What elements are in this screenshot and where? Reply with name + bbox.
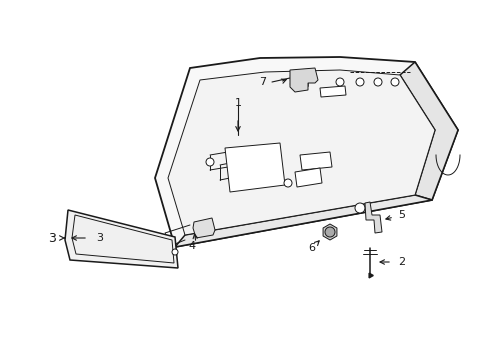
- Polygon shape: [193, 218, 215, 238]
- Text: 3: 3: [96, 233, 103, 243]
- Circle shape: [172, 249, 178, 255]
- Circle shape: [284, 179, 291, 187]
- Polygon shape: [224, 143, 285, 192]
- Polygon shape: [168, 70, 434, 235]
- Text: 2: 2: [397, 257, 404, 267]
- Polygon shape: [289, 68, 317, 92]
- Circle shape: [354, 203, 364, 213]
- Polygon shape: [399, 62, 457, 200]
- Circle shape: [205, 158, 214, 166]
- Text: 3: 3: [48, 231, 56, 244]
- Text: 1: 1: [234, 98, 241, 108]
- Polygon shape: [175, 195, 431, 247]
- Polygon shape: [299, 152, 331, 170]
- Circle shape: [373, 78, 381, 86]
- Circle shape: [325, 227, 334, 237]
- Circle shape: [390, 78, 398, 86]
- Polygon shape: [72, 215, 174, 263]
- Polygon shape: [155, 57, 457, 247]
- Circle shape: [355, 78, 363, 86]
- Text: 5: 5: [397, 210, 404, 220]
- Polygon shape: [323, 224, 336, 240]
- Polygon shape: [364, 202, 381, 233]
- Text: 4: 4: [187, 241, 195, 251]
- Text: 7: 7: [259, 77, 266, 87]
- Text: 6: 6: [308, 243, 315, 253]
- Polygon shape: [294, 168, 321, 187]
- Polygon shape: [319, 86, 346, 97]
- Circle shape: [335, 78, 343, 86]
- Polygon shape: [65, 210, 178, 268]
